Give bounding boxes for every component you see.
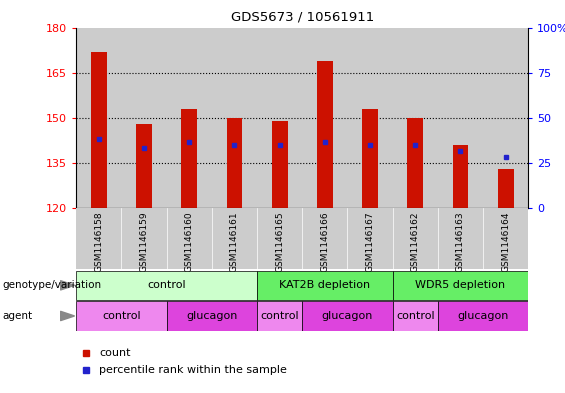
Text: control: control — [147, 280, 186, 290]
Bar — [136, 124, 152, 208]
Bar — [498, 169, 514, 208]
Text: glucagon: glucagon — [186, 311, 237, 321]
Text: GSM1146165: GSM1146165 — [275, 211, 284, 272]
Bar — [257, 271, 393, 300]
Bar — [438, 301, 528, 331]
Title: GDS5673 / 10561911: GDS5673 / 10561911 — [231, 11, 374, 24]
Bar — [121, 208, 167, 269]
Bar — [76, 301, 167, 331]
Bar — [257, 208, 302, 269]
Bar — [407, 118, 423, 208]
Bar — [76, 271, 257, 300]
Text: glucagon: glucagon — [322, 311, 373, 321]
Polygon shape — [60, 281, 75, 290]
Text: GSM1146159: GSM1146159 — [140, 211, 149, 272]
Bar — [257, 28, 302, 208]
Bar — [317, 61, 333, 208]
Bar — [453, 145, 468, 208]
Bar — [227, 118, 242, 208]
Text: GSM1146167: GSM1146167 — [366, 211, 375, 272]
Bar — [257, 301, 302, 331]
Text: control: control — [260, 311, 299, 321]
Bar — [167, 28, 212, 208]
Text: KAT2B depletion: KAT2B depletion — [279, 280, 371, 290]
Bar — [212, 28, 257, 208]
Text: agent: agent — [3, 311, 33, 321]
Text: GSM1146161: GSM1146161 — [230, 211, 239, 272]
Text: genotype/variation: genotype/variation — [3, 280, 102, 290]
Bar — [121, 28, 167, 208]
Bar — [347, 208, 393, 269]
Bar — [91, 51, 107, 208]
Bar — [302, 208, 347, 269]
Bar — [438, 28, 483, 208]
Polygon shape — [60, 311, 75, 321]
Text: control: control — [102, 311, 141, 321]
Bar — [181, 109, 197, 208]
Bar — [393, 208, 438, 269]
Text: GSM1146163: GSM1146163 — [456, 211, 465, 272]
Text: GSM1146166: GSM1146166 — [320, 211, 329, 272]
Text: WDR5 depletion: WDR5 depletion — [415, 280, 506, 290]
Text: percentile rank within the sample: percentile rank within the sample — [99, 365, 287, 375]
Bar — [362, 109, 378, 208]
Bar — [393, 28, 438, 208]
Text: GSM1146158: GSM1146158 — [94, 211, 103, 272]
Bar — [167, 301, 257, 331]
Bar — [393, 301, 438, 331]
Bar — [302, 301, 393, 331]
Text: control: control — [396, 311, 434, 321]
Bar — [167, 208, 212, 269]
Text: GSM1146162: GSM1146162 — [411, 211, 420, 272]
Bar — [76, 208, 121, 269]
Text: GSM1146160: GSM1146160 — [185, 211, 194, 272]
Text: count: count — [99, 348, 131, 358]
Bar — [483, 208, 528, 269]
Bar — [438, 208, 483, 269]
Text: glucagon: glucagon — [458, 311, 508, 321]
Bar — [393, 271, 528, 300]
Text: GSM1146164: GSM1146164 — [501, 211, 510, 272]
Bar — [302, 28, 347, 208]
Bar — [347, 28, 393, 208]
Bar — [212, 208, 257, 269]
Bar — [76, 28, 121, 208]
Bar — [272, 121, 288, 208]
Bar — [483, 28, 528, 208]
